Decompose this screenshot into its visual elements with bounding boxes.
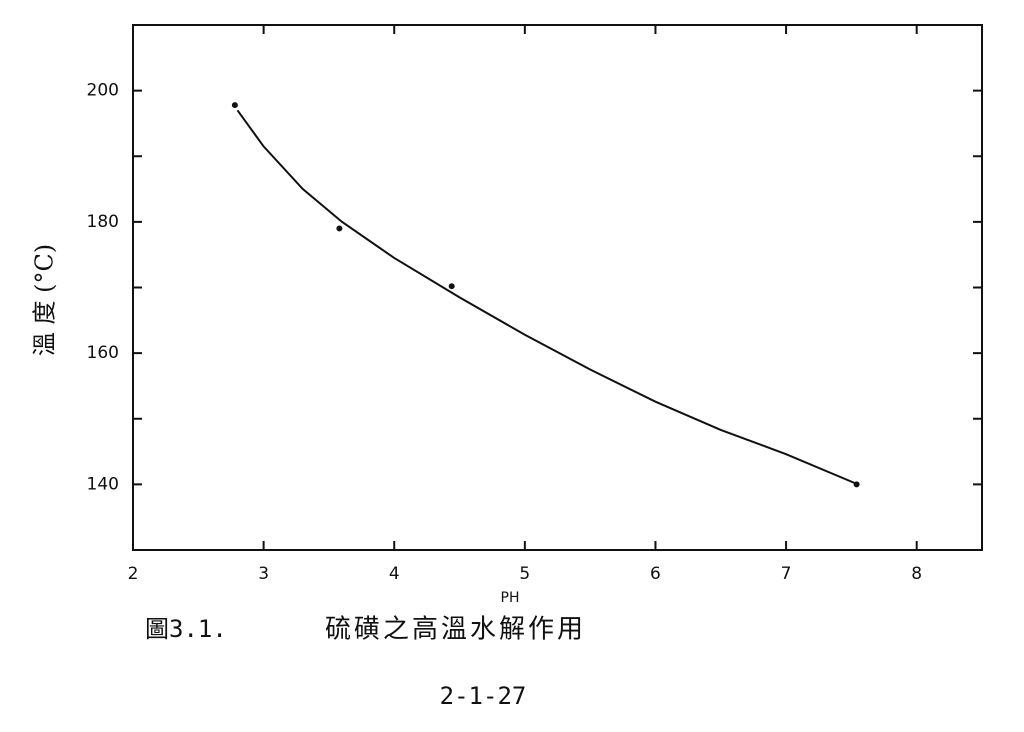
x-tick-label: 4 xyxy=(389,564,400,584)
figure-number: 圖3.1. xyxy=(145,615,227,643)
y-tick-label: 180 xyxy=(87,212,119,232)
y-axis-label: 溫 度 (°C) xyxy=(31,244,59,356)
x-tick-label: 6 xyxy=(650,564,661,584)
y-tick-label: 140 xyxy=(87,474,119,494)
data-point xyxy=(336,225,343,232)
x-tick-label: 3 xyxy=(258,564,269,584)
fit-curve xyxy=(236,109,859,486)
plot-frame xyxy=(132,24,983,551)
y-tick-label: 200 xyxy=(87,81,119,101)
caption: 硫磺之高溫水解作用 xyxy=(325,615,586,645)
x-tick-label: 2 xyxy=(128,564,139,584)
page-number: 2-1-27 xyxy=(440,682,527,710)
data-point xyxy=(231,102,238,109)
y-tick-label: 160 xyxy=(87,343,119,363)
data-point xyxy=(448,283,455,290)
x-tick-label: 8 xyxy=(911,564,922,584)
x-tick-label: 7 xyxy=(781,564,792,584)
data-point xyxy=(853,481,860,488)
x-axis-label: PH xyxy=(501,590,520,606)
x-tick-label: 5 xyxy=(519,564,530,584)
